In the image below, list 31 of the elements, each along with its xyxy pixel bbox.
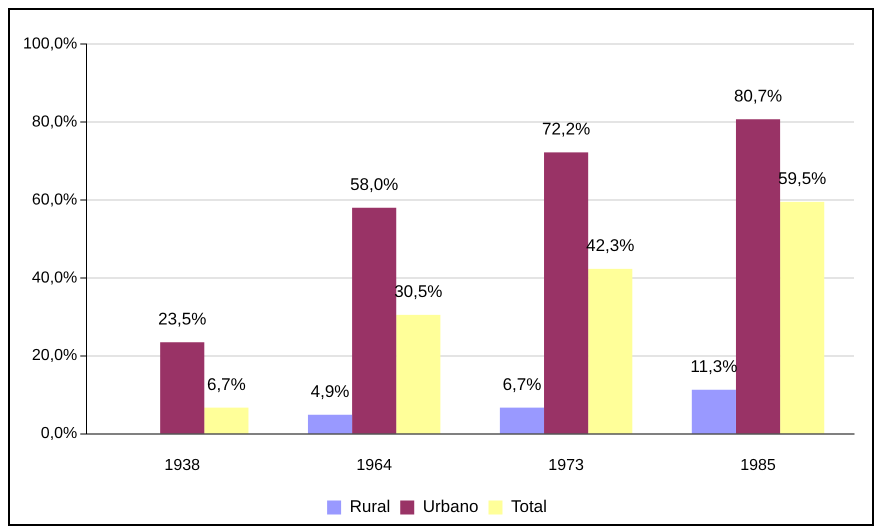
legend-label: Urbano [422,497,478,516]
bar [308,414,352,434]
data-label: 72,2% [542,120,590,139]
legend-label: Total [510,497,547,516]
y-tick-label: 100,0% [23,35,78,52]
data-label: 6,7% [207,374,246,394]
y-tick-label: 60,0% [32,191,78,208]
data-label: 58,0% [350,174,398,194]
y-tick-label: 0,0% [40,425,78,442]
legend-label: Rural [350,497,390,516]
data-label: 4,9% [310,382,350,401]
bar [500,408,544,434]
bar [544,152,588,434]
data-label: 6,7% [502,374,542,394]
bar [780,202,824,434]
bar [204,408,248,434]
y-tick-label: 20,0% [32,347,78,364]
bar [692,390,736,434]
data-label: 80,7% [734,86,782,106]
x-tick-label: 1973 [548,456,584,474]
x-tick-label: 1964 [356,456,392,474]
x-tick-label: 1938 [164,456,200,474]
bar [588,268,632,434]
bar [352,208,396,434]
x-tick-label: 1985 [740,456,776,474]
y-tick-label: 40,0% [32,269,78,286]
bar [736,119,780,434]
bar [160,342,204,434]
y-tick-label: 80,0% [32,113,78,130]
bar [396,314,440,434]
data-label: 23,5% [158,309,206,328]
